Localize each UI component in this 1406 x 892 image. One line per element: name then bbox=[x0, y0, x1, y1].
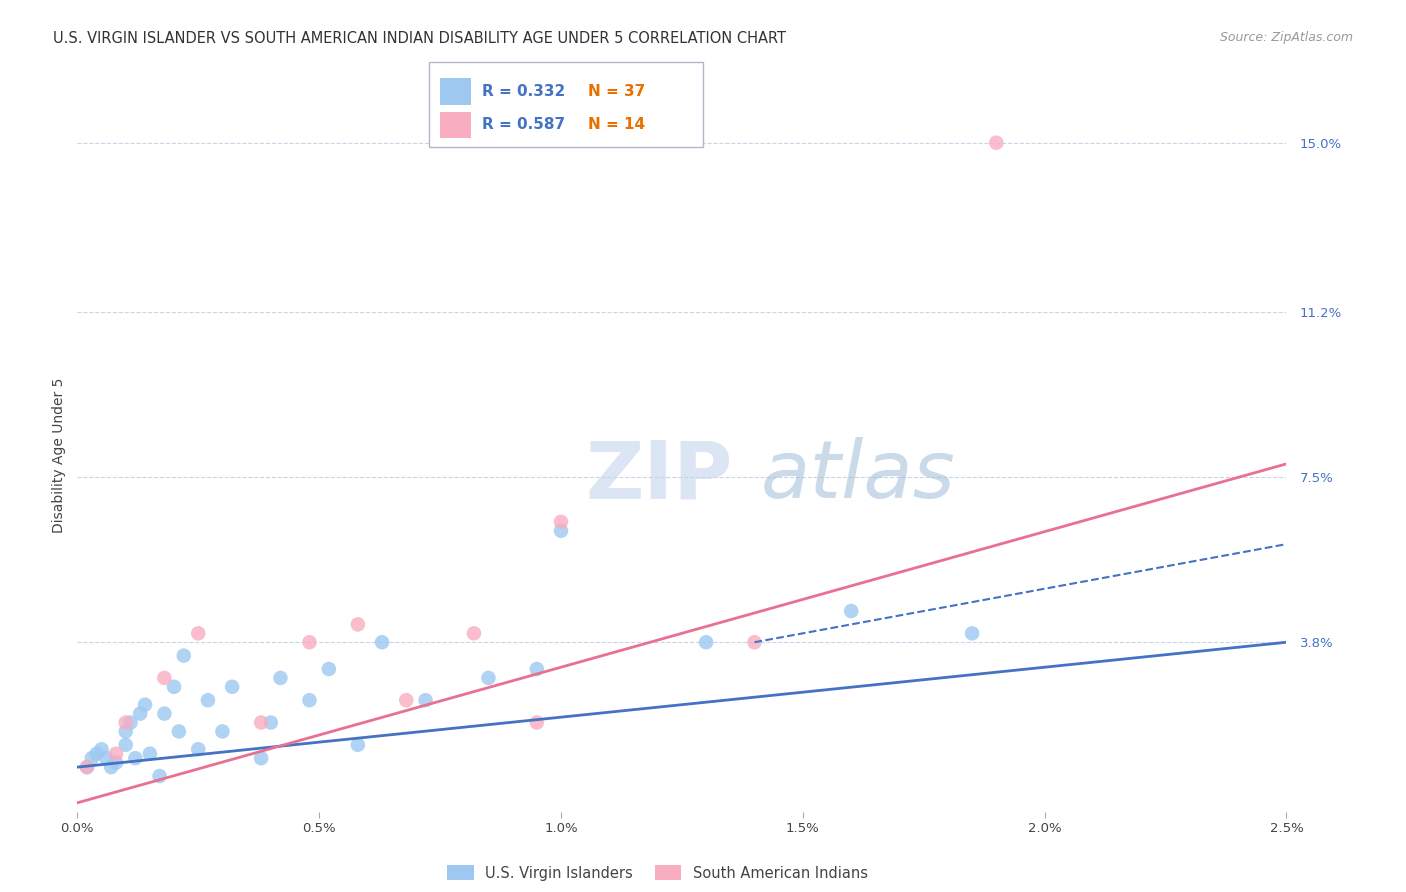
Point bbox=[298, 635, 321, 649]
Point bbox=[129, 706, 152, 721]
Point bbox=[167, 724, 190, 739]
Point bbox=[173, 648, 195, 663]
Point bbox=[114, 715, 136, 730]
Point bbox=[260, 715, 283, 730]
Point bbox=[318, 662, 340, 676]
Point bbox=[120, 715, 142, 730]
Point bbox=[114, 738, 136, 752]
Point bbox=[477, 671, 499, 685]
Point bbox=[153, 671, 176, 685]
Point bbox=[986, 136, 1008, 150]
Text: Source: ZipAtlas.com: Source: ZipAtlas.com bbox=[1219, 31, 1353, 45]
Point bbox=[221, 680, 243, 694]
Point bbox=[153, 706, 176, 721]
Point bbox=[269, 671, 291, 685]
Point bbox=[76, 760, 98, 774]
Point bbox=[86, 747, 108, 761]
Point bbox=[80, 751, 103, 765]
Point bbox=[76, 760, 98, 774]
Point bbox=[347, 617, 370, 632]
Text: ZIP: ZIP bbox=[585, 437, 733, 516]
Point bbox=[114, 724, 136, 739]
Point bbox=[96, 751, 118, 765]
Point bbox=[298, 693, 321, 707]
Point bbox=[187, 626, 209, 640]
Point bbox=[744, 635, 766, 649]
Text: U.S. VIRGIN ISLANDER VS SOUTH AMERICAN INDIAN DISABILITY AGE UNDER 5 CORRELATION: U.S. VIRGIN ISLANDER VS SOUTH AMERICAN I… bbox=[53, 31, 786, 46]
Point bbox=[415, 693, 437, 707]
Point bbox=[148, 769, 170, 783]
Point bbox=[105, 747, 128, 761]
Point bbox=[139, 747, 162, 761]
Point bbox=[526, 662, 548, 676]
Point bbox=[134, 698, 156, 712]
Point bbox=[163, 680, 186, 694]
Text: atlas: atlas bbox=[761, 437, 955, 516]
Text: N = 37: N = 37 bbox=[588, 85, 645, 99]
Text: R = 0.587: R = 0.587 bbox=[482, 118, 565, 132]
Legend: U.S. Virgin Islanders, South American Indians: U.S. Virgin Islanders, South American In… bbox=[441, 859, 873, 887]
Point bbox=[100, 760, 122, 774]
Point bbox=[197, 693, 219, 707]
Point bbox=[839, 604, 862, 618]
Point bbox=[695, 635, 717, 649]
Point bbox=[90, 742, 112, 756]
Point bbox=[371, 635, 394, 649]
Point bbox=[211, 724, 233, 739]
Point bbox=[347, 738, 370, 752]
Point bbox=[250, 715, 273, 730]
Y-axis label: Disability Age Under 5: Disability Age Under 5 bbox=[52, 377, 66, 533]
Point bbox=[124, 751, 146, 765]
Point bbox=[550, 524, 572, 538]
Point bbox=[105, 756, 128, 770]
Point bbox=[187, 742, 209, 756]
Point bbox=[250, 751, 273, 765]
Point bbox=[960, 626, 983, 640]
Text: R = 0.332: R = 0.332 bbox=[482, 85, 565, 99]
Point bbox=[463, 626, 485, 640]
Point bbox=[395, 693, 418, 707]
Point bbox=[550, 515, 572, 529]
Point bbox=[526, 715, 548, 730]
Text: N = 14: N = 14 bbox=[588, 118, 645, 132]
